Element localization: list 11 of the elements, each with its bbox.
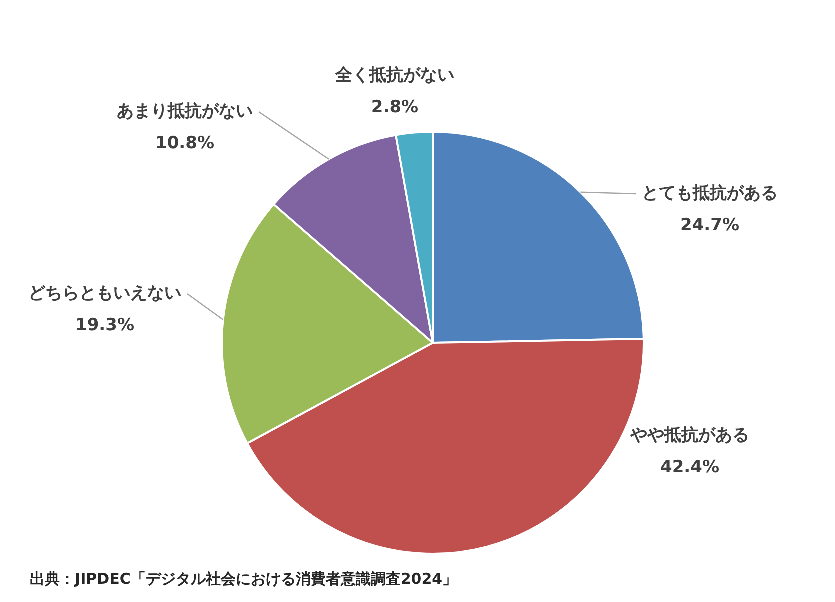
source-note: 出典：JIPDEC「デジタル社会における消費者意識調査2024」 <box>30 570 458 589</box>
slice-label: あまり抵抗がない <box>117 101 253 122</box>
data-label: 42.4% <box>660 457 720 478</box>
data-label: 19.3% <box>76 315 134 336</box>
slice-label: どちらともいえない <box>28 283 182 304</box>
slice-label: 全く抵抗がない <box>334 65 454 86</box>
slice-label: やや抵抗がある <box>630 425 750 446</box>
data-label: 2.8% <box>371 97 419 118</box>
data-label: 24.7% <box>680 215 740 236</box>
slice-label: とても抵抗がある <box>642 183 778 204</box>
data-label: 10.8% <box>156 133 214 154</box>
